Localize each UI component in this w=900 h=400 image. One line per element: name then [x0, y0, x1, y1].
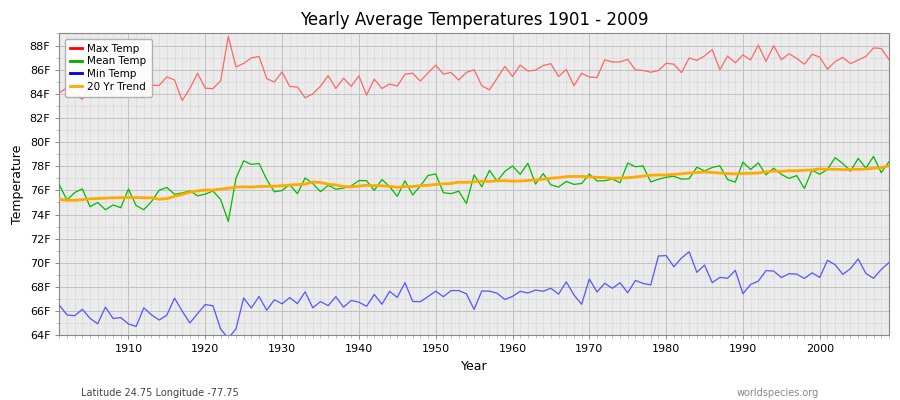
Text: worldspecies.org: worldspecies.org [737, 388, 819, 398]
Title: Yearly Average Temperatures 1901 - 2009: Yearly Average Temperatures 1901 - 2009 [300, 11, 648, 29]
Text: Latitude 24.75 Longitude -77.75: Latitude 24.75 Longitude -77.75 [81, 388, 239, 398]
Y-axis label: Temperature: Temperature [11, 145, 24, 224]
Legend: Max Temp, Mean Temp, Min Temp, 20 Yr Trend: Max Temp, Mean Temp, Min Temp, 20 Yr Tre… [65, 39, 152, 97]
X-axis label: Year: Year [461, 360, 488, 373]
